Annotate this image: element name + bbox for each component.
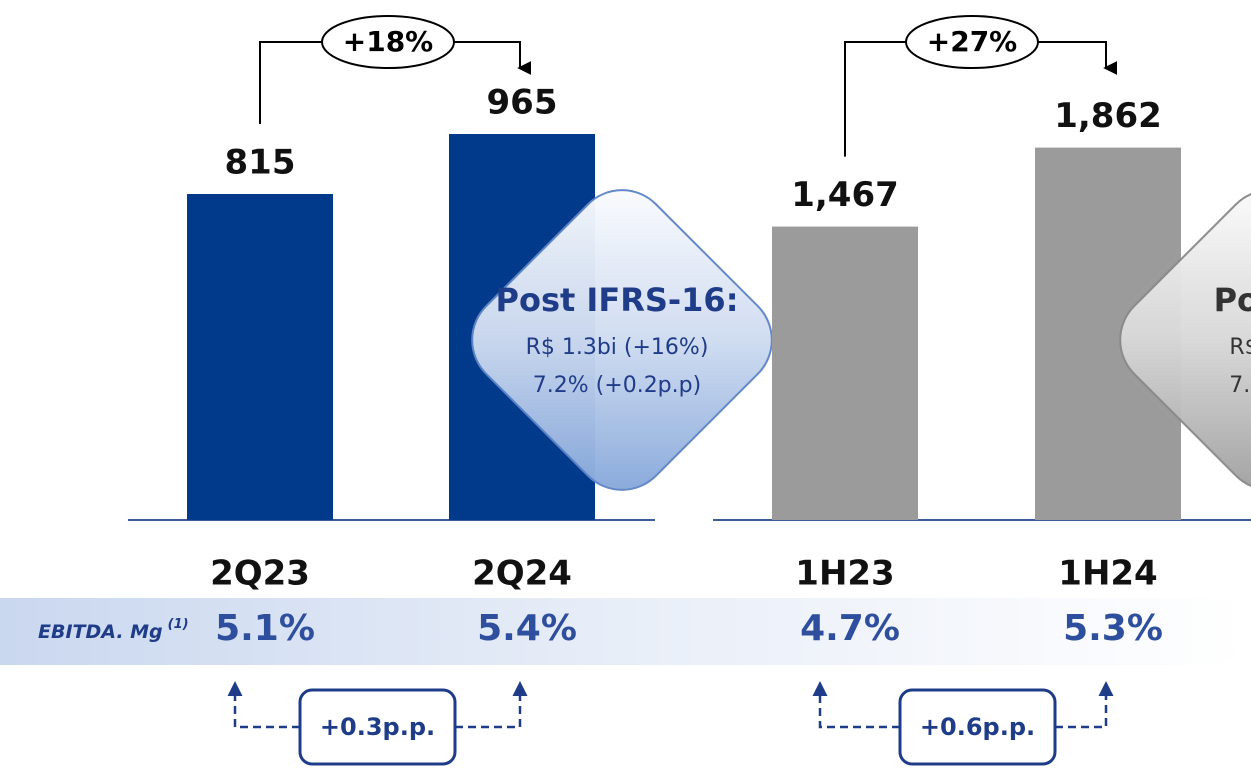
change-arrow-right bbox=[1055, 681, 1114, 729]
note-line: 7.2% (+0.2p.p) bbox=[533, 373, 701, 398]
margin-value: 4.7% bbox=[800, 608, 900, 649]
margin-value: 5.1% bbox=[215, 608, 315, 649]
growth-label: +18% bbox=[343, 25, 433, 58]
value-label: 1,467 bbox=[791, 175, 899, 215]
note-line: R$ 1.3bi (+16%) bbox=[526, 335, 709, 360]
margin-footnote: (1) bbox=[168, 617, 189, 632]
bar bbox=[772, 226, 918, 520]
change-arrow-right bbox=[455, 681, 528, 729]
margin-value: 5.4% bbox=[477, 608, 577, 649]
x-tick-label: 1H24 bbox=[1058, 554, 1157, 594]
note-line: 7.1% ( bbox=[1229, 373, 1251, 398]
x-tick-label: 1H23 bbox=[795, 554, 894, 594]
bar bbox=[187, 194, 333, 520]
growth-label: +27% bbox=[927, 25, 1017, 58]
value-label: 965 bbox=[487, 83, 558, 123]
margin-label-text: EBITDA. Mg bbox=[38, 621, 163, 643]
value-label: 1,862 bbox=[1054, 96, 1162, 136]
margin-value: 5.3% bbox=[1063, 608, 1163, 649]
margin-label: EBITDA. Mg (1) bbox=[38, 617, 189, 643]
note-title: Post IFRS-16: bbox=[496, 281, 739, 319]
note-line: R$ 2.5 bbox=[1229, 335, 1251, 360]
growth-bubble bbox=[905, 15, 1039, 69]
change-box bbox=[298, 688, 457, 766]
growth-bubble bbox=[321, 15, 455, 69]
margin-band bbox=[0, 598, 1251, 665]
change-arrow-left bbox=[227, 681, 300, 729]
x-tick-label: 2Q24 bbox=[472, 554, 572, 594]
note-diamond bbox=[471, 189, 773, 491]
note-diamond bbox=[1119, 189, 1251, 491]
value-label: 815 bbox=[225, 143, 296, 183]
note-title: Post I bbox=[1214, 281, 1251, 319]
change-arrow-left bbox=[812, 681, 900, 729]
change-box bbox=[898, 688, 1057, 766]
change-label: +0.6p.p. bbox=[920, 713, 1035, 741]
x-tick-label: 2Q23 bbox=[210, 554, 310, 594]
change-label: +0.3p.p. bbox=[320, 713, 435, 741]
